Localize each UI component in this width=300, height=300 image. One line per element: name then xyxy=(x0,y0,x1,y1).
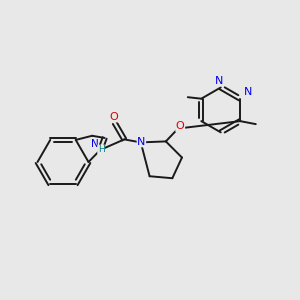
Text: H: H xyxy=(98,145,104,154)
Text: O: O xyxy=(176,122,184,131)
Text: N: N xyxy=(91,139,98,149)
Text: N: N xyxy=(215,76,224,86)
Text: O: O xyxy=(110,112,118,122)
Text: N: N xyxy=(244,87,252,97)
Text: N: N xyxy=(137,137,146,147)
